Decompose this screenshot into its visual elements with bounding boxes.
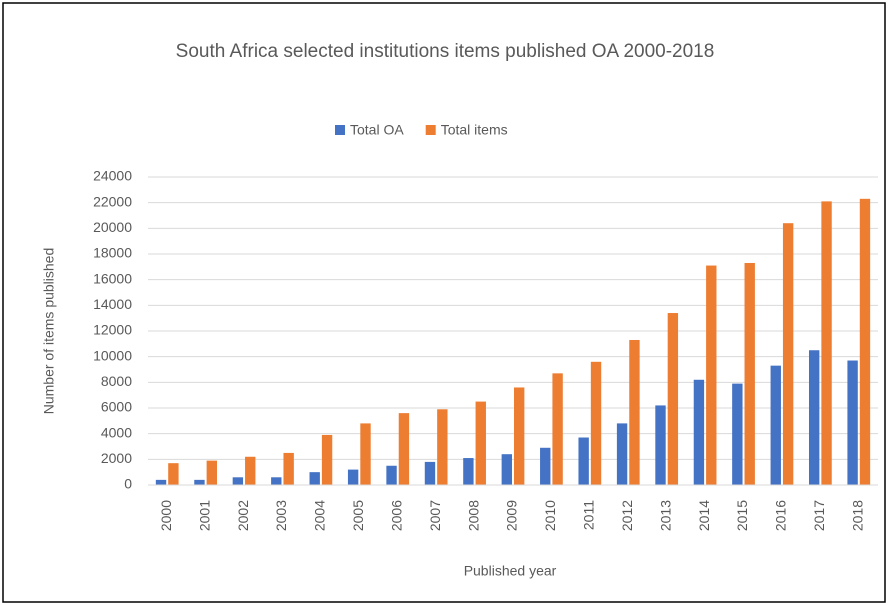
x-tick-label: 2005 xyxy=(350,500,366,531)
legend-swatch xyxy=(425,125,436,135)
bar xyxy=(821,201,832,485)
bar xyxy=(155,479,167,485)
bar xyxy=(693,379,705,485)
x-axis-title: Published year xyxy=(464,563,557,579)
bar xyxy=(347,469,359,485)
bar xyxy=(475,401,486,485)
y-tick-label: 10000 xyxy=(93,347,132,363)
x-tick-label: 2001 xyxy=(196,500,212,531)
y-tick-label: 16000 xyxy=(93,270,132,286)
bar xyxy=(706,265,717,485)
bar xyxy=(552,373,563,485)
bar xyxy=(514,387,525,485)
y-tick-label: 8000 xyxy=(101,373,132,389)
bar xyxy=(808,350,820,485)
x-tick-label: 2016 xyxy=(773,500,789,531)
chart-title: South Africa selected institutions items… xyxy=(176,41,715,62)
bar xyxy=(616,423,628,485)
bar xyxy=(424,461,436,485)
bar xyxy=(232,477,244,485)
bar xyxy=(309,472,320,485)
bar xyxy=(667,313,679,485)
bar xyxy=(206,460,218,485)
x-tick-label: 2008 xyxy=(465,500,481,531)
x-tick-label: 2018 xyxy=(849,500,865,531)
y-tick-label: 4000 xyxy=(101,424,132,440)
y-tick-label: 12000 xyxy=(93,322,132,338)
bar xyxy=(629,339,640,485)
bar xyxy=(463,458,474,485)
x-tick-label: 2010 xyxy=(542,500,558,531)
x-tick-label: 2014 xyxy=(696,500,712,531)
x-tick-label: 2003 xyxy=(273,500,289,531)
y-tick-label: 18000 xyxy=(93,245,132,261)
x-tick-label: 2002 xyxy=(235,500,251,531)
bar xyxy=(782,223,794,485)
legend-swatch xyxy=(335,125,345,135)
bar xyxy=(770,365,781,485)
bar xyxy=(859,198,871,486)
legend-label: Total items xyxy=(441,122,508,138)
y-tick-label: 0 xyxy=(124,476,132,492)
y-tick-label: 24000 xyxy=(93,168,132,184)
y-axis-title: Number of items published xyxy=(41,248,57,415)
bar xyxy=(578,437,589,485)
y-tick-label: 14000 xyxy=(93,296,132,312)
bar xyxy=(501,454,512,485)
bar xyxy=(168,463,179,485)
x-tick-label: 2000 xyxy=(158,500,174,531)
y-tick-label: 20000 xyxy=(93,219,132,235)
bar xyxy=(271,477,282,485)
x-tick-label: 2011 xyxy=(581,500,597,530)
x-tick-label: 2012 xyxy=(619,500,635,531)
y-tick-label: 6000 xyxy=(101,399,132,415)
y-tick-label: 22000 xyxy=(93,193,132,209)
bar xyxy=(245,456,256,485)
bar xyxy=(437,409,448,485)
x-tick-label: 2015 xyxy=(734,500,750,531)
bar xyxy=(540,447,551,485)
bar xyxy=(655,405,666,485)
x-tick-label: 2017 xyxy=(811,500,827,531)
x-tick-label: 2004 xyxy=(312,500,328,531)
bar xyxy=(398,413,410,485)
bar xyxy=(847,360,858,485)
bar xyxy=(386,465,397,485)
bar xyxy=(283,452,294,485)
title-line: South Africa selected institutions items… xyxy=(176,41,715,62)
bar xyxy=(360,423,371,485)
legend-label: Total OA xyxy=(350,122,404,138)
bar xyxy=(194,479,205,485)
x-tick-label: 2009 xyxy=(504,500,520,531)
bar xyxy=(321,434,333,485)
bar xyxy=(732,383,743,485)
bar xyxy=(744,262,755,485)
bar xyxy=(590,361,602,485)
x-tick-label: 2006 xyxy=(388,500,404,531)
y-tick-label: 2000 xyxy=(101,450,132,466)
x-tick-label: 2007 xyxy=(427,500,443,531)
x-tick-label: 2013 xyxy=(657,500,673,531)
